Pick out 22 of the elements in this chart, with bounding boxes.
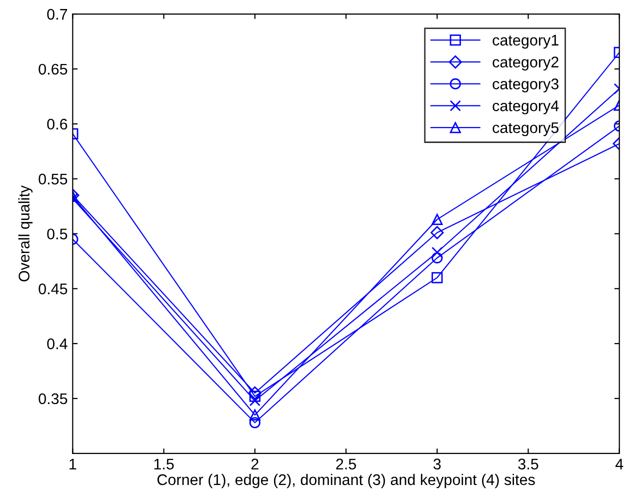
x-tick-label: 2.5 <box>336 458 356 470</box>
legend-label: category5 <box>492 122 559 136</box>
x-tick-label: 3.5 <box>518 458 538 470</box>
y-tick-label: 0.6 <box>47 118 68 130</box>
x-tick-label: 1.5 <box>154 458 174 470</box>
legend-label: category1 <box>492 34 558 49</box>
x-tick-label: 2 <box>251 458 258 470</box>
y-tick-label: 0.45 <box>38 284 68 294</box>
y-tick-label: 0.4 <box>47 338 68 350</box>
legend-label: category2 <box>492 56 558 70</box>
legend-label: category3 <box>492 78 558 92</box>
legend-label: category4 <box>492 100 559 114</box>
x-axis-title: Corner (1), edge (2), dominant (3) and keypoint (4) sites <box>157 474 535 488</box>
y-tick-label: 0.5 <box>47 228 68 240</box>
y-tick-label: 0.35 <box>38 393 68 404</box>
x-tick-label: 4 <box>615 458 624 470</box>
x-tick-label: 1 <box>70 458 76 470</box>
y-tick-label: 0.7 <box>47 8 68 20</box>
y-tick-label: 0.55 <box>38 174 68 184</box>
y-tick-label: 0.65 <box>38 64 68 75</box>
y-axis-title: Overall quality <box>18 185 33 282</box>
x-tick-label: 3 <box>433 458 441 470</box>
